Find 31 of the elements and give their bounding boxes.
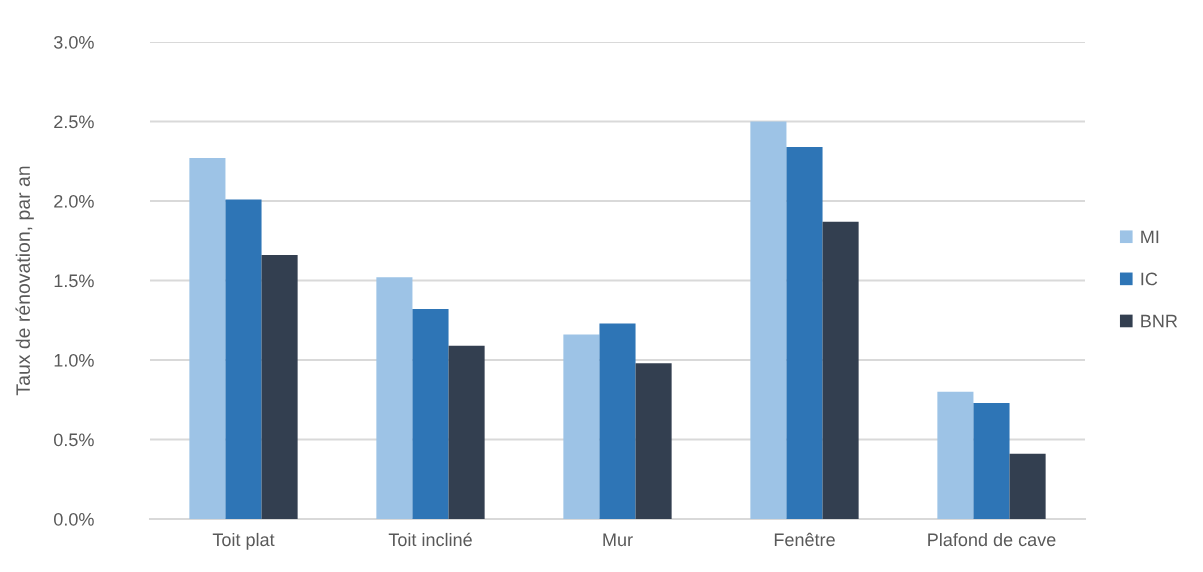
bar [376, 277, 413, 519]
bar [750, 121, 787, 519]
bar [261, 255, 298, 519]
x-tick-label: Plafond de cave [928, 532, 1056, 547]
legend-label: IC [1141, 272, 1158, 286]
y-axis-title: Taux de rénovation, par an [15, 166, 34, 396]
legend-label: MI [1141, 230, 1159, 244]
y-tick-label: 1.0% [54, 353, 94, 367]
legend-label: BNR [1141, 314, 1178, 328]
bar [786, 146, 823, 519]
bar [412, 309, 449, 519]
bar [1009, 453, 1046, 519]
bar [225, 199, 262, 519]
y-tick-label: 0.0% [54, 512, 94, 526]
y-tick-label: 2.5% [54, 115, 94, 129]
bar [599, 323, 636, 519]
x-tick-label: Toit incliné [388, 532, 472, 547]
bar [822, 221, 859, 519]
y-tick-label: 1.5% [54, 274, 94, 288]
x-tick-label: Mur [603, 533, 633, 547]
bar [973, 402, 1010, 519]
x-tick-label: Fenêtre [774, 532, 835, 547]
y-tick-label: 2.0% [54, 194, 94, 208]
bar [563, 334, 600, 519]
bar [937, 391, 974, 519]
bar [189, 158, 226, 519]
y-tick-label: 3.0% [53, 35, 94, 49]
bar [448, 345, 485, 519]
bar [635, 363, 672, 519]
y-tick-label: 0.5% [54, 433, 94, 447]
x-tick-label: Toit plat [212, 532, 275, 550]
